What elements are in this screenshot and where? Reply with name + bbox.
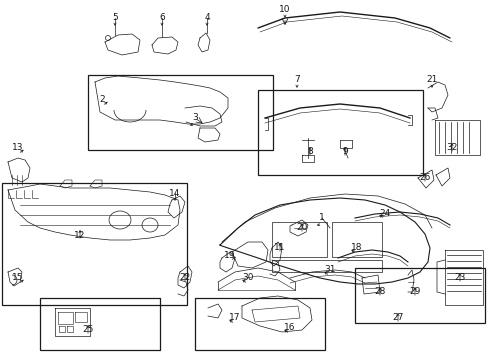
Text: 2: 2 — [99, 95, 104, 104]
Text: 32: 32 — [446, 144, 457, 153]
Text: 15: 15 — [12, 274, 24, 283]
Bar — [2, 183, 186, 305]
Text: 4: 4 — [204, 13, 209, 22]
Bar — [331, 222, 381, 257]
Text: 17: 17 — [229, 314, 240, 323]
Text: 19: 19 — [224, 251, 235, 260]
Text: 5: 5 — [112, 13, 118, 22]
Text: 22: 22 — [179, 274, 190, 283]
Text: 16: 16 — [284, 324, 295, 333]
Bar — [40, 298, 160, 350]
Text: 14: 14 — [169, 189, 181, 198]
Text: 21: 21 — [426, 76, 437, 85]
Text: 30: 30 — [242, 274, 253, 283]
Bar — [271, 222, 326, 257]
Bar — [88, 75, 272, 150]
Text: 11: 11 — [274, 243, 285, 252]
Text: 29: 29 — [408, 288, 420, 297]
Text: 12: 12 — [74, 230, 85, 239]
Text: 6: 6 — [159, 13, 164, 22]
Text: 13: 13 — [12, 144, 24, 153]
Text: 1: 1 — [319, 213, 324, 222]
Text: 26: 26 — [418, 174, 430, 183]
Bar — [258, 90, 422, 175]
Text: 3: 3 — [192, 113, 198, 122]
Text: 25: 25 — [82, 325, 94, 334]
Text: 24: 24 — [379, 208, 390, 217]
Bar — [195, 298, 325, 350]
Text: 23: 23 — [453, 274, 465, 283]
Text: 31: 31 — [324, 266, 335, 274]
Text: 20: 20 — [296, 224, 307, 233]
Text: 10: 10 — [279, 5, 290, 14]
Text: 9: 9 — [342, 148, 347, 157]
Bar — [354, 268, 484, 323]
Text: 18: 18 — [350, 243, 362, 252]
Bar — [271, 260, 381, 272]
Text: 28: 28 — [373, 288, 385, 297]
Text: 7: 7 — [293, 76, 299, 85]
Text: 27: 27 — [391, 314, 403, 323]
Text: 8: 8 — [306, 148, 312, 157]
